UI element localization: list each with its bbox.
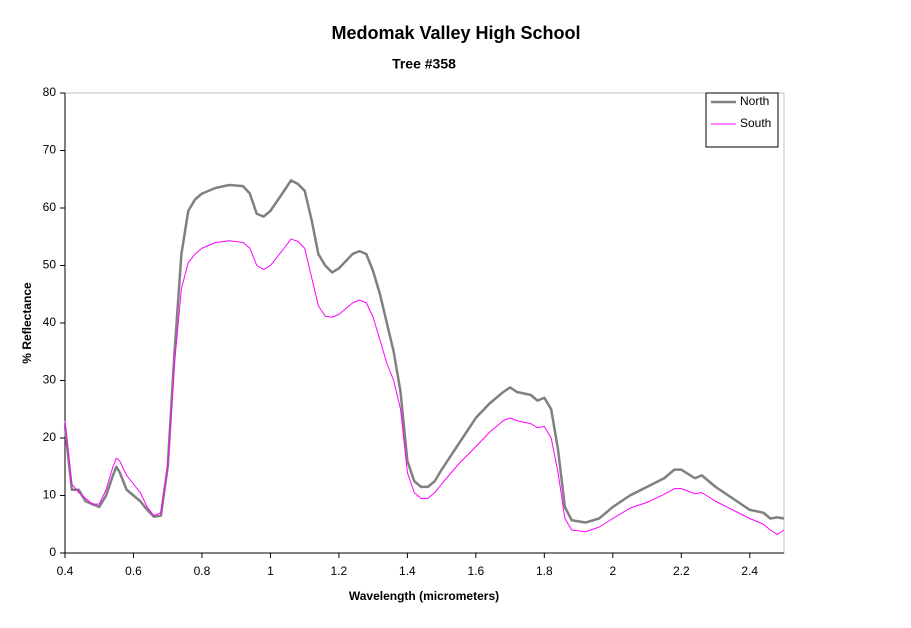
legend-box — [705, 92, 779, 148]
x-axis-title: Wavelength (micrometers) — [349, 589, 499, 603]
x-tick-label: 1.2 — [331, 564, 348, 578]
x-tick-label: 0.4 — [57, 564, 74, 578]
x-tick-label: 1.4 — [399, 564, 416, 578]
x-tick-label: 1.8 — [536, 564, 553, 578]
x-tick-label: 2.4 — [741, 564, 758, 578]
plot-frame — [64, 92, 785, 554]
y-tick-label: 50 — [43, 258, 57, 272]
chart-title: Medomak Valley High School — [331, 23, 580, 43]
x-tick-label: 0.6 — [125, 564, 142, 578]
y-axis-title: % Reflectance — [20, 282, 34, 364]
chart-subtitle: Tree #358 — [392, 56, 456, 72]
x-tick-label: 0.8 — [194, 564, 211, 578]
x-tick-label: 1.6 — [468, 564, 485, 578]
y-tick-label: 20 — [43, 430, 57, 444]
y-tick-label: 40 — [43, 315, 57, 329]
y-tick-label: 30 — [43, 373, 57, 387]
series-line — [63, 179, 785, 524]
y-tick-label: 10 — [43, 488, 57, 502]
y-tick-label: 70 — [43, 143, 57, 157]
legend-label: North — [740, 94, 769, 108]
x-tick-label: 2 — [609, 564, 616, 578]
y-tick-label: 0 — [49, 545, 56, 559]
x-tick-label: 2.2 — [673, 564, 690, 578]
y-tick-label: 60 — [43, 200, 57, 214]
y-tick-label: 80 — [43, 85, 57, 99]
series-line — [64, 238, 785, 536]
x-tick-label: 1 — [267, 564, 274, 578]
legend-label: South — [740, 116, 771, 130]
